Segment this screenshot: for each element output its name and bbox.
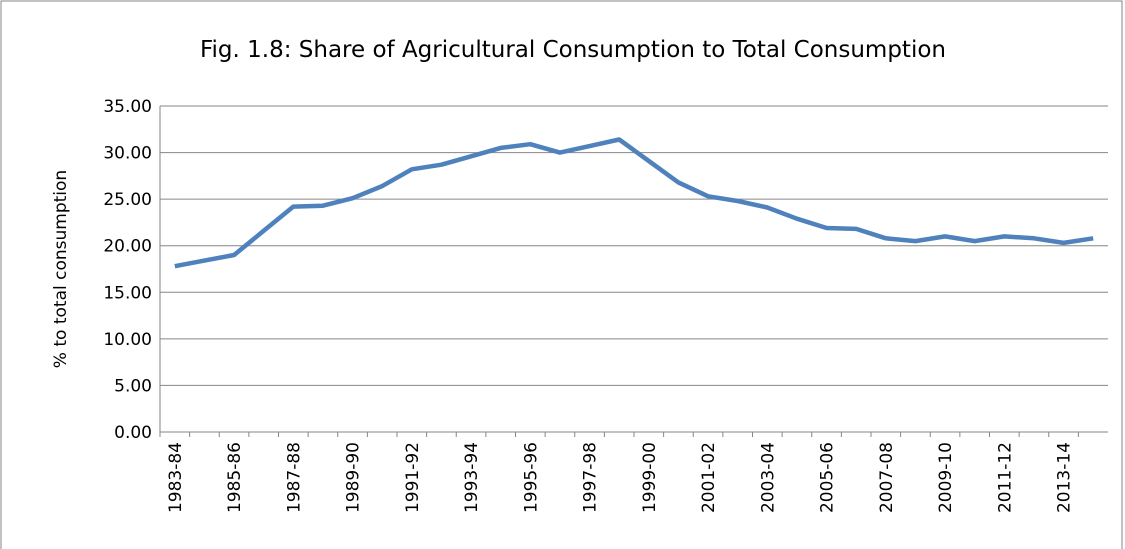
y-tick-label: 15.00 [103, 283, 152, 303]
x-tick-label: 2007-08 [877, 442, 897, 513]
x-tick-label: 2013-14 [1055, 442, 1075, 513]
y-tick-label: 30.00 [103, 144, 152, 164]
y-tick-label: 0.00 [114, 423, 152, 443]
chart-title: Fig. 1.8: Share of Agricultural Consumpt… [200, 37, 946, 63]
x-tick-label: 1991-92 [403, 442, 423, 513]
x-tick-label: 1995-96 [521, 442, 541, 513]
x-tick-label: 2011-12 [995, 442, 1015, 513]
line-series [174, 137, 1094, 269]
y-tick-label: 5.00 [114, 376, 152, 396]
y-tick-label: 20.00 [103, 237, 152, 257]
x-tick-label: 2009-10 [936, 442, 956, 513]
x-tick-label: 2001-02 [699, 442, 719, 513]
y-axis-label: % to total consumption [51, 170, 71, 368]
x-tick-label: 1997-98 [581, 442, 601, 513]
x-tick-label: 1993-94 [462, 442, 482, 513]
x-tick-label: 1989-90 [344, 442, 364, 513]
y-tick-label: 35.00 [103, 97, 152, 117]
x-tick-label: 1985-86 [225, 442, 245, 513]
y-tick-label: 25.00 [103, 190, 152, 210]
x-tick-label: 2005-06 [818, 442, 838, 513]
x-tick-label: 1987-88 [284, 442, 304, 513]
x-tick-label: 1999-00 [640, 442, 660, 513]
x-tick-label: 2003-04 [758, 442, 778, 513]
x-tick-label: 1983-84 [166, 442, 186, 513]
y-tick-label: 10.00 [103, 330, 152, 350]
